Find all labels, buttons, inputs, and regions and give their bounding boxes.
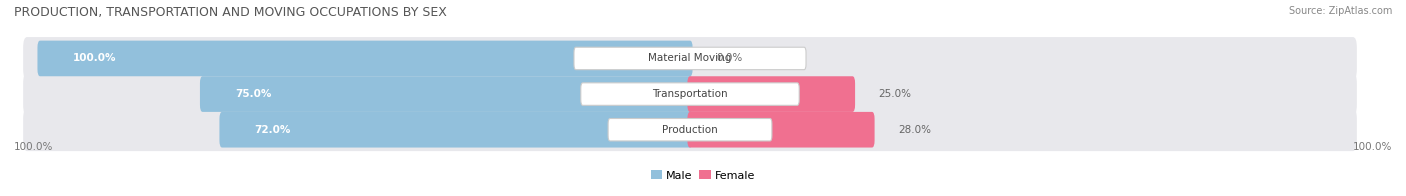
Text: 100.0%: 100.0% (14, 142, 53, 152)
FancyBboxPatch shape (22, 108, 1357, 151)
Text: 100.0%: 100.0% (1353, 142, 1392, 152)
Text: 100.0%: 100.0% (73, 54, 117, 64)
FancyBboxPatch shape (22, 73, 1357, 115)
FancyBboxPatch shape (609, 119, 772, 141)
Text: Transportation: Transportation (652, 89, 728, 99)
Text: 75.0%: 75.0% (235, 89, 271, 99)
FancyBboxPatch shape (581, 83, 799, 105)
FancyBboxPatch shape (574, 47, 806, 70)
FancyBboxPatch shape (688, 112, 875, 148)
Text: 0.0%: 0.0% (716, 54, 742, 64)
Text: Source: ZipAtlas.com: Source: ZipAtlas.com (1288, 6, 1392, 16)
Text: Production: Production (662, 125, 718, 135)
Text: 25.0%: 25.0% (879, 89, 911, 99)
Text: 72.0%: 72.0% (254, 125, 291, 135)
FancyBboxPatch shape (22, 37, 1357, 80)
FancyBboxPatch shape (200, 76, 693, 112)
Text: 28.0%: 28.0% (898, 125, 931, 135)
Legend: Male, Female: Male, Female (647, 166, 759, 185)
FancyBboxPatch shape (219, 112, 693, 148)
FancyBboxPatch shape (688, 76, 855, 112)
Text: Material Moving: Material Moving (648, 54, 731, 64)
Text: PRODUCTION, TRANSPORTATION AND MOVING OCCUPATIONS BY SEX: PRODUCTION, TRANSPORTATION AND MOVING OC… (14, 6, 447, 19)
FancyBboxPatch shape (38, 41, 693, 76)
